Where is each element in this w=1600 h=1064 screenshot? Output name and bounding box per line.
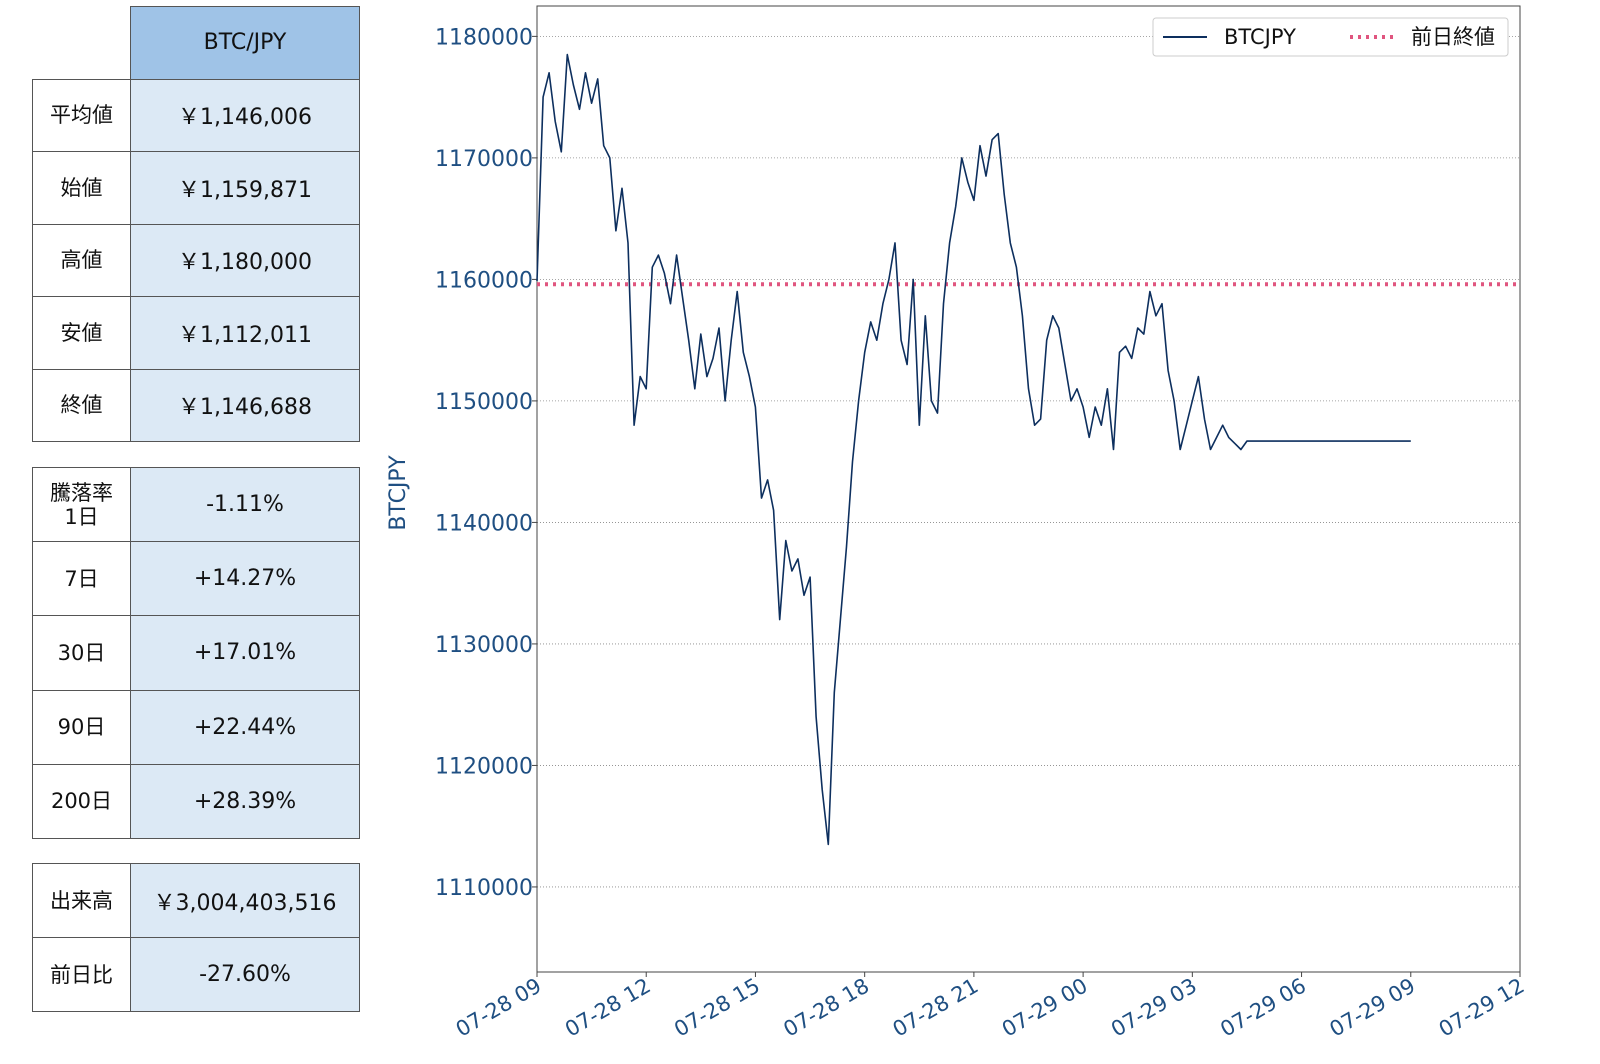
y-tick-label: 1120000 — [435, 754, 533, 779]
table-row: 安値 ￥1,112,011 — [32, 296, 360, 370]
legend-label-previous-close: 前日終値 — [1411, 25, 1495, 49]
row-label-volume: 出来高 — [32, 863, 131, 938]
row-label-30d: 30日 — [32, 615, 131, 691]
row-label-volume-change: 前日比 — [32, 937, 131, 1012]
change-rate-title: 騰落率 — [50, 480, 113, 505]
y-ticks: 1110000 1120000 1130000 1140000 1150000 11600… — [435, 25, 537, 901]
summary-table: BTC/JPY 平均値 ￥1,146,006 始値 ￥1,159,871 高値 … — [32, 6, 360, 442]
row-label-low: 安値 — [32, 296, 131, 370]
table-row: 7日 +14.27% — [32, 541, 360, 617]
table-row: 200日 +28.39% — [32, 763, 360, 839]
legend-box — [1152, 17, 1509, 57]
change-rate-table: 騰落率 1日 -1.11% 7日 +14.27% 30日 +17.01% 90日… — [32, 466, 360, 839]
y-tick-label: 1170000 — [435, 147, 533, 172]
x-tick-label: 07-28 21 — [889, 974, 983, 1042]
legend-label-btcjpy: BTCJPY — [1224, 25, 1296, 49]
row-value-200d: +28.39% — [130, 763, 360, 839]
row-value-volume: ￥3,004,403,516 — [130, 863, 360, 938]
y-tick-label: 1130000 — [435, 633, 533, 658]
table-row: 30日 +17.01% — [32, 615, 360, 691]
table-row: 騰落率 1日 -1.11% — [32, 466, 360, 543]
legend: BTCJPY 前日終値 — [1152, 17, 1509, 57]
table-row: BTC/JPY — [33, 6, 360, 80]
row-value-90d: +22.44% — [130, 689, 360, 765]
y-tick-label: 1150000 — [435, 390, 533, 415]
table-row: 90日 +22.44% — [32, 689, 360, 765]
x-tick-label: 07-29 06 — [1216, 974, 1310, 1042]
table-row: 高値 ￥1,180,000 — [32, 223, 360, 297]
x-tick-label: 07-28 12 — [561, 974, 655, 1042]
x-tick-label: 07-29 00 — [998, 974, 1092, 1042]
table-row: 始値 ￥1,159,871 — [32, 151, 360, 225]
x-tick-label: 07-29 03 — [1107, 974, 1201, 1042]
table-row: 終値 ￥1,146,688 — [32, 368, 360, 442]
x-tick-label: 07-29 12 — [1435, 974, 1529, 1042]
y-axis-label: BTCJPY — [386, 455, 411, 531]
row-value-average: ￥1,146,006 — [130, 78, 360, 152]
row-label-1d-text: 1日 — [64, 504, 99, 529]
row-value-7d: +14.27% — [130, 541, 360, 617]
row-value-close: ￥1,146,688 — [130, 368, 360, 442]
row-label-1d: 騰落率 1日 — [32, 466, 131, 543]
table-row: 平均値 ￥1,146,006 — [32, 78, 360, 152]
row-label-high: 高値 — [32, 223, 131, 297]
row-value-1d: -1.11% — [130, 466, 360, 543]
x-ticks: 07-28 09 07-28 12 07-28 15 07-28 18 07-28 21… — [452, 972, 1529, 1042]
row-value-high: ￥1,180,000 — [130, 223, 360, 297]
x-tick-label: 07-29 09 — [1326, 974, 1420, 1042]
row-label-open: 始値 — [32, 151, 131, 225]
row-value-open: ￥1,159,871 — [130, 151, 360, 225]
x-tick-label: 07-28 18 — [779, 974, 873, 1042]
row-label-7d: 7日 — [32, 541, 131, 617]
y-tick-label: 1160000 — [435, 268, 533, 293]
row-label-200d: 200日 — [32, 763, 131, 839]
gridlines — [537, 35, 1520, 888]
series-line-btcjpy — [536, 53, 1411, 846]
y-tick-label: 1180000 — [435, 25, 533, 50]
pair-header: BTC/JPY — [130, 6, 360, 80]
table-row: 前日比 -27.60% — [32, 937, 360, 1012]
row-value-volume-change: -27.60% — [130, 937, 360, 1012]
y-tick-label: 1140000 — [435, 511, 533, 536]
x-tick-label: 07-28 15 — [670, 974, 764, 1042]
x-tick-label: 07-28 09 — [452, 974, 546, 1042]
table-row: 出来高 ￥3,004,403,516 — [32, 863, 360, 938]
plot-frame — [536, 5, 1521, 973]
row-label-close: 終値 — [32, 368, 131, 442]
y-tick-label: 1110000 — [435, 876, 533, 901]
row-value-30d: +17.01% — [130, 615, 360, 691]
volume-table: 出来高 ￥3,004,403,516 前日比 -27.60% — [32, 863, 360, 1012]
row-value-low: ￥1,112,011 — [130, 296, 360, 370]
